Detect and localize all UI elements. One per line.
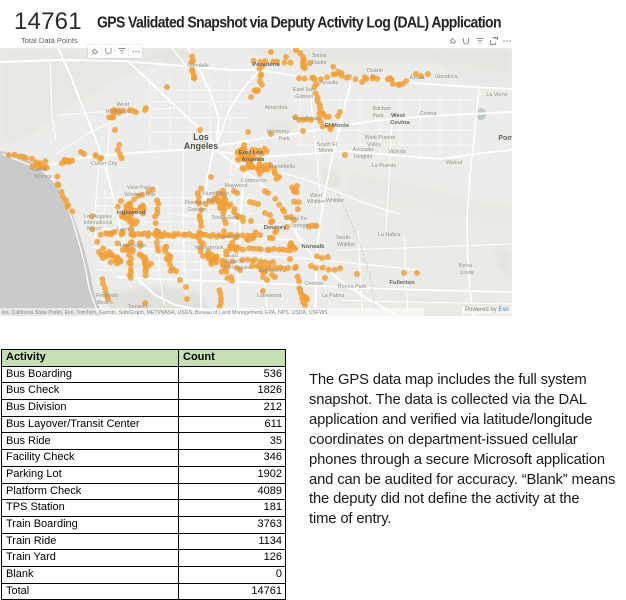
svg-text:Hollywood: Hollywood bbox=[106, 109, 131, 115]
svg-text:Valley: Valley bbox=[367, 142, 382, 148]
svg-text:Duarte: Duarte bbox=[367, 68, 383, 74]
svg-text:Willowbrook: Willowbrook bbox=[194, 245, 223, 251]
svg-text:Montebello: Montebello bbox=[269, 164, 295, 170]
svg-text:Walnut: Walnut bbox=[446, 160, 463, 166]
svg-text:Lynwood: Lynwood bbox=[218, 234, 239, 240]
svg-text:Angeles: Angeles bbox=[184, 141, 218, 151]
svg-text:Covina: Covina bbox=[390, 120, 410, 126]
svg-text:Torrance: Torrance bbox=[128, 304, 149, 310]
svg-text:Rosemead: Rosemead bbox=[293, 116, 319, 122]
svg-text:West Puente: West Puente bbox=[365, 135, 396, 141]
svg-text:Santa Fe: Santa Fe bbox=[285, 216, 307, 222]
svg-text:Monica: Monica bbox=[34, 174, 51, 180]
svg-text:Gabriel: Gabriel bbox=[295, 94, 312, 100]
svg-text:View Park-: View Park- bbox=[127, 185, 153, 191]
svg-text:Whittier: Whittier bbox=[337, 242, 355, 248]
svg-text:Monte: Monte bbox=[319, 148, 334, 154]
svg-text:Rancho: Rancho bbox=[226, 259, 245, 265]
svg-text:Los Angeles: Los Angeles bbox=[84, 214, 113, 220]
svg-text:Yorba: Yorba bbox=[458, 263, 472, 269]
svg-text:Alhambra: Alhambra bbox=[264, 105, 287, 111]
svg-text:Cerritos: Cerritos bbox=[305, 281, 324, 287]
svg-text:Downey: Downey bbox=[264, 225, 287, 231]
svg-text:Pasadena: Pasadena bbox=[252, 62, 280, 68]
svg-text:Windsor Hills: Windsor Hills bbox=[124, 192, 156, 198]
svg-text:East: East bbox=[228, 253, 239, 259]
svg-text:Redondo: Redondo bbox=[96, 293, 118, 299]
svg-text:Culver City: Culver City bbox=[91, 161, 118, 167]
svg-text:Covina: Covina bbox=[420, 111, 437, 117]
svg-text:Commerce: Commerce bbox=[241, 178, 267, 184]
svg-text:Bellflower: Bellflower bbox=[258, 268, 282, 274]
svg-text:Linda: Linda bbox=[460, 270, 473, 276]
svg-text:Sierra: Sierra bbox=[312, 53, 326, 59]
svg-text:West: West bbox=[310, 193, 323, 199]
svg-text:Hawthorne: Hawthorne bbox=[120, 243, 146, 249]
svg-text:Monterey: Monterey bbox=[267, 129, 290, 135]
svg-text:Dominguez: Dominguez bbox=[223, 265, 251, 271]
svg-text:Pomona: Pomona bbox=[498, 135, 512, 142]
svg-text:Angeles: Angeles bbox=[242, 157, 266, 163]
svg-text:Norwalk: Norwalk bbox=[302, 244, 326, 250]
svg-text:West: West bbox=[117, 102, 130, 108]
svg-text:Azusa: Azusa bbox=[410, 75, 425, 81]
svg-text:Santa: Santa bbox=[32, 167, 46, 173]
svg-text:La Verne: La Verne bbox=[486, 92, 508, 98]
svg-text:Buena Park: Buena Park bbox=[338, 284, 366, 290]
svg-text:Lakewood: Lakewood bbox=[257, 293, 282, 299]
svg-text:Whittier: Whittier bbox=[326, 198, 344, 204]
svg-text:Glendora: Glendora bbox=[435, 74, 457, 80]
svg-text:South Gate: South Gate bbox=[211, 215, 238, 221]
svg-text:Fullerton: Fullerton bbox=[389, 280, 415, 286]
svg-text:South: South bbox=[336, 235, 350, 241]
svg-text:Maywood: Maywood bbox=[224, 183, 247, 189]
svg-text:Beach: Beach bbox=[97, 300, 112, 306]
svg-text:South El: South El bbox=[317, 142, 337, 148]
svg-text:Glendale: Glendale bbox=[187, 63, 209, 69]
svg-text:Florence-: Florence- bbox=[185, 200, 208, 206]
svg-text:Whittier: Whittier bbox=[307, 199, 325, 205]
svg-text:La Puente: La Puente bbox=[372, 163, 397, 169]
svg-text:Avocado: Avocado bbox=[353, 147, 374, 153]
svg-text:East Los: East Los bbox=[239, 150, 264, 156]
svg-text:Inglewood: Inglewood bbox=[116, 210, 146, 216]
svg-text:Park: Park bbox=[372, 113, 383, 119]
svg-text:Valinda: Valinda bbox=[388, 149, 406, 155]
svg-text:Graham: Graham bbox=[187, 207, 207, 213]
svg-text:Springs: Springs bbox=[290, 223, 309, 229]
svg-text:International: International bbox=[84, 220, 113, 226]
svg-text:Huntington: Huntington bbox=[203, 191, 229, 197]
svg-text:Los: Los bbox=[193, 132, 209, 142]
svg-text:Baldwin: Baldwin bbox=[373, 106, 392, 112]
svg-text:Heights: Heights bbox=[354, 154, 373, 160]
svg-text:Airport: Airport bbox=[86, 226, 102, 232]
svg-text:El Monte: El Monte bbox=[325, 123, 350, 129]
svg-text:La Habra: La Habra bbox=[378, 232, 400, 238]
svg-text:Park: Park bbox=[206, 198, 217, 204]
svg-text:Arcadia: Arcadia bbox=[320, 80, 338, 86]
svg-text:La Palma: La Palma bbox=[322, 293, 345, 299]
svg-text:West: West bbox=[391, 113, 405, 119]
svg-text:Park: Park bbox=[278, 136, 289, 142]
svg-text:East San: East San bbox=[293, 87, 315, 93]
svg-text:Madre: Madre bbox=[311, 60, 326, 66]
svg-text:Lennox: Lennox bbox=[117, 227, 135, 233]
